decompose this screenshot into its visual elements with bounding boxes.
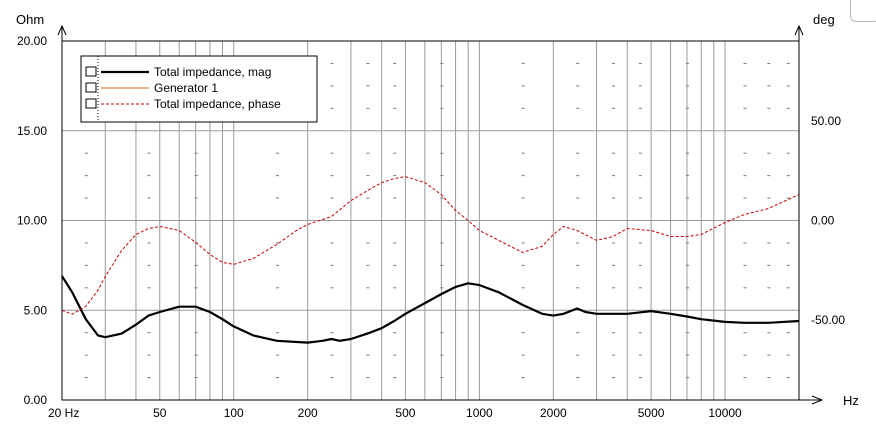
x-axis-arrow-icon xyxy=(811,395,824,405)
x-tick-label: 100 xyxy=(224,406,244,420)
legend-label-phase: Total impedance, phase xyxy=(154,97,281,111)
y-right-unit-label: deg xyxy=(813,12,835,27)
y-right-tick-label: 0.00 xyxy=(811,214,835,228)
y-left-tick-label: 20.00 xyxy=(17,34,47,48)
y-left-tick-label: 10.00 xyxy=(17,214,47,228)
y-right-axis-arrow-icon xyxy=(794,24,804,36)
y-left-tick-label: 5.00 xyxy=(24,303,48,317)
legend-checkbox-generator[interactable] xyxy=(85,82,97,93)
series-line-0 xyxy=(61,275,800,344)
legend-box xyxy=(80,55,318,123)
tick-labels: 20 Hz 50 100 200 500 1000 2000 5000 10000 0.00 5.0… xyxy=(17,34,845,420)
corner-button[interactable] xyxy=(850,0,876,22)
legend: Total impedance, mag Generator 1 Total i… xyxy=(80,55,318,123)
y-left-axis-arrow-icon xyxy=(57,24,67,36)
legend-checkbox-mag[interactable] xyxy=(85,66,97,77)
y-left-tick-label: 15.00 xyxy=(17,124,47,138)
series-lines xyxy=(61,176,800,344)
legend-label-generator: Generator 1 xyxy=(154,81,218,95)
x-tick-label: 200 xyxy=(298,406,318,420)
x-tick-label: 20 Hz xyxy=(48,406,79,420)
y-right-tick-label: -50.00 xyxy=(811,313,845,327)
y-left-unit-label: Ohm xyxy=(16,12,44,27)
x-tick-label: 5000 xyxy=(638,406,665,420)
x-unit-label: Hz xyxy=(843,393,859,408)
y-left-tick-label: 0.00 xyxy=(24,393,48,407)
legend-checkbox-phase[interactable] xyxy=(85,98,97,109)
y-right-tick-label: 50.00 xyxy=(811,114,841,128)
x-tick-label: 500 xyxy=(395,406,415,420)
x-tick-label: 50 xyxy=(153,406,167,420)
x-tick-label: 10000 xyxy=(708,406,742,420)
grid-dots xyxy=(84,62,790,379)
series-line-2 xyxy=(61,176,800,315)
x-tick-label: 2000 xyxy=(540,406,567,420)
x-tick-label: 1000 xyxy=(466,406,493,420)
legend-label-mag: Total impedance, mag xyxy=(154,65,271,79)
axes xyxy=(57,24,824,405)
